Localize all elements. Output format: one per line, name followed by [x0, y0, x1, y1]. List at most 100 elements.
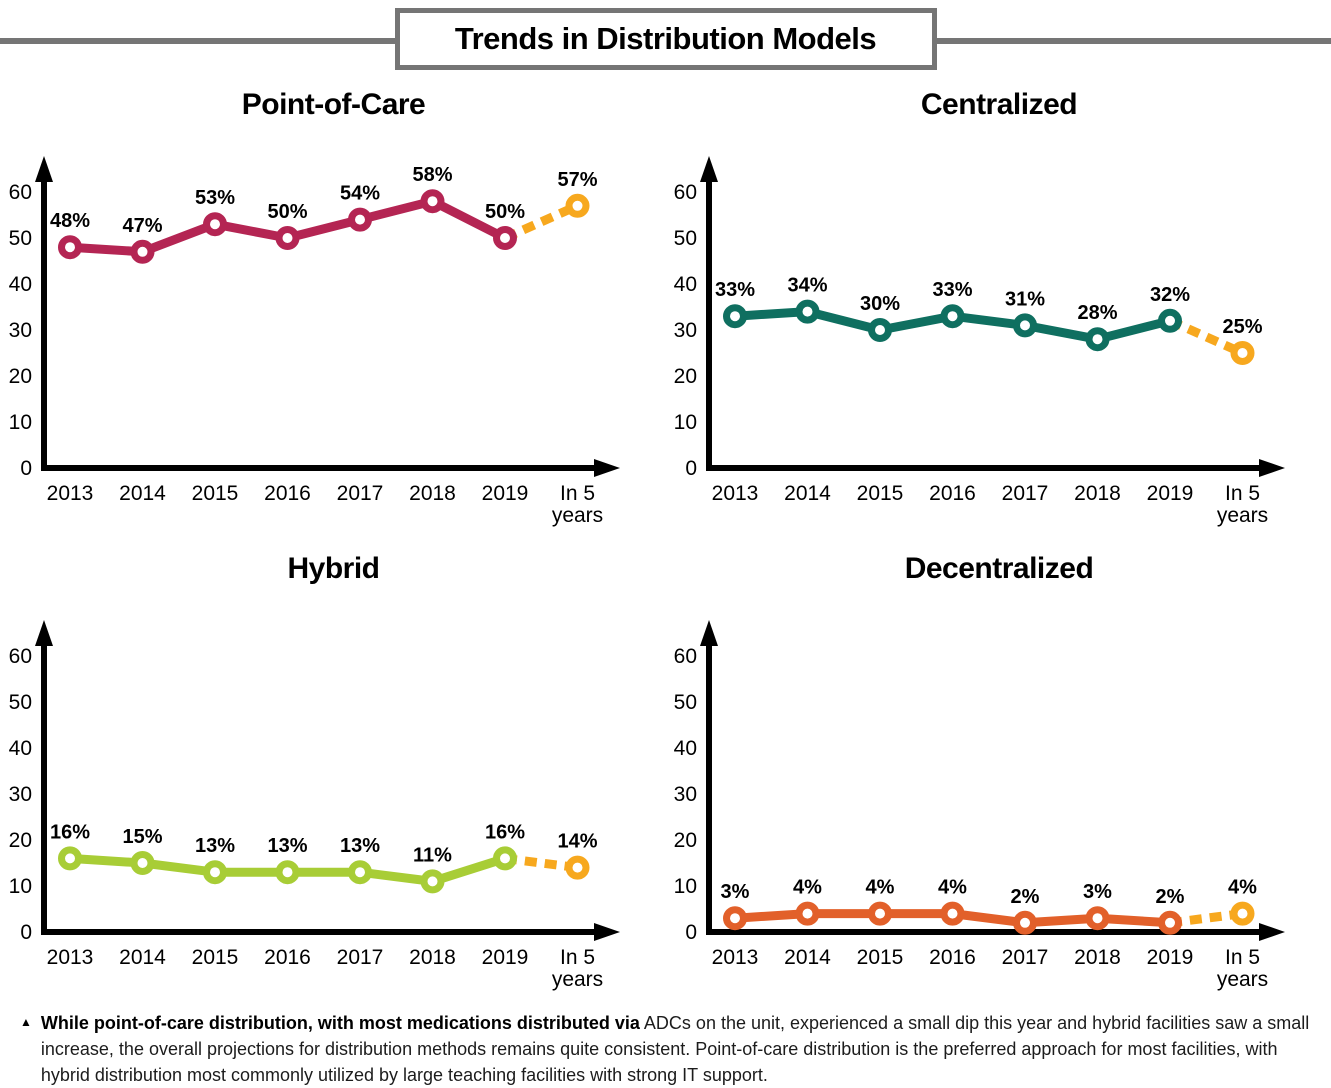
y-tick-label: 30 — [9, 319, 32, 342]
y-tick-label: 50 — [9, 227, 32, 250]
data-point — [203, 212, 227, 237]
x-axis-arrow — [594, 459, 620, 477]
data-point — [940, 304, 965, 329]
y-tick-label: 60 — [674, 645, 697, 668]
data-point — [1158, 308, 1182, 333]
triangle-bullet-icon: ▲ — [20, 1015, 32, 1029]
data-label: 25% — [1222, 316, 1262, 338]
data-point — [868, 318, 892, 342]
page-title: Trends in Distribution Models — [454, 21, 877, 56]
chart-panel-centralized: Centralized 0 10 20 30 40 50 60 2013 2014 2015 201… — [665, 76, 1331, 540]
data-point — [275, 860, 300, 885]
data-label: 3% — [721, 881, 750, 903]
data-label: 11% — [413, 844, 452, 866]
y-axis-arrow — [700, 156, 718, 182]
x-axis-label: 2018 — [1074, 482, 1121, 505]
y-tick-label: 10 — [9, 411, 32, 434]
chart-panel-point-of-care: Point-of-Care 0 10 20 30 40 50 60 2013 2014 2015 2… — [0, 76, 665, 540]
data-point — [723, 906, 747, 931]
data-point — [203, 860, 227, 885]
y-tick-label: 20 — [9, 365, 32, 388]
data-label: 4% — [938, 877, 967, 899]
line-chart-centralized: 0 10 20 30 40 50 60 2013 2014 2015 2016 2017 2018 201… — [674, 156, 1285, 527]
data-label: 50% — [267, 201, 307, 223]
data-point — [420, 189, 445, 214]
x-axis-label: 2016 — [264, 946, 311, 969]
x-axis-label: 2014 — [119, 482, 166, 505]
data-point — [58, 846, 82, 871]
data-point — [1085, 906, 1110, 931]
data-point — [348, 207, 372, 232]
footnote-bold-text: While point-of-care distribution, with m… — [40, 1013, 640, 1033]
data-label: 4% — [793, 877, 822, 899]
x-axis-label: 2015 — [857, 946, 904, 969]
chart-title-centralized: Centralized — [920, 88, 1078, 121]
y-tick-label: 20 — [9, 829, 32, 852]
x-axis-label: 2019 — [482, 482, 529, 505]
y-tick-label: 60 — [674, 181, 697, 204]
data-label: 15% — [122, 826, 162, 848]
data-point — [795, 901, 820, 926]
line-chart-point-of-care: 0 10 20 30 40 50 60 2013 2014 2015 2016 2017 2018 201… — [9, 156, 620, 527]
data-label: 16% — [485, 821, 525, 843]
data-label: 14% — [557, 831, 597, 853]
projection-point — [565, 855, 590, 880]
data-label: 30% — [860, 293, 900, 315]
data-label: 2% — [1156, 886, 1185, 908]
y-tick-label: 60 — [9, 645, 32, 668]
x-axis-label: 2014 — [119, 946, 166, 969]
y-tick-label: 50 — [674, 691, 697, 714]
y-axis-arrow — [35, 620, 53, 646]
x-axis-label: 2018 — [1074, 946, 1121, 969]
data-point — [58, 235, 82, 260]
x-axis-label: 2016 — [929, 946, 976, 969]
y-tick-label: 30 — [9, 783, 32, 806]
projection-line — [504, 853, 579, 873]
y-axis-arrow — [35, 156, 53, 182]
projection-line — [1168, 316, 1245, 358]
data-point — [348, 860, 372, 885]
data-label: 54% — [340, 183, 380, 205]
x-axis-label: years — [1217, 968, 1268, 991]
x-axis-label: 2015 — [192, 946, 239, 969]
data-point — [493, 226, 517, 250]
y-tick-label: 20 — [674, 365, 697, 388]
data-label: 13% — [340, 835, 380, 857]
footnote: ▲ While point-of-care distribution, with… — [0, 1004, 1331, 1088]
projection-line — [503, 201, 580, 243]
x-axis-arrow — [1259, 923, 1285, 941]
data-label: 50% — [485, 201, 525, 223]
charts-grid: Point-of-Care 0 10 20 30 40 50 60 2013 2014 2015 2… — [0, 76, 1331, 1004]
x-axis-label: 2019 — [1147, 482, 1194, 505]
header: Trends in Distribution Models — [0, 8, 1331, 74]
line-chart-hybrid: 0 10 20 30 40 50 60 2013 2014 2015 2016 2017 2018 201… — [9, 620, 620, 991]
data-label: 2% — [1011, 886, 1040, 908]
chart-title-point-of-care: Point-of-Care — [241, 88, 426, 121]
y-tick-label: 50 — [9, 691, 32, 714]
x-axis-label: 2016 — [264, 482, 311, 505]
x-axis-label: 2013 — [47, 482, 94, 505]
y-tick-label: 0 — [685, 921, 697, 944]
x-axis-label: 2014 — [784, 482, 831, 505]
x-axis-arrow — [1259, 459, 1285, 477]
x-axis-label: In 5 — [1225, 946, 1260, 969]
chart-panel-hybrid: Hybrid 0 10 20 30 40 50 60 2013 2014 2015 2016 2017… — [0, 540, 665, 1004]
projection-point — [1230, 901, 1255, 926]
projection-line — [1169, 909, 1244, 928]
y-tick-label: 50 — [674, 227, 697, 250]
data-label: 53% — [195, 187, 235, 209]
data-label: 3% — [1083, 881, 1112, 903]
x-axis-label: 2018 — [409, 946, 456, 969]
title-box: Trends in Distribution Models — [394, 8, 937, 70]
x-axis-label: 2015 — [857, 482, 904, 505]
y-tick-label: 0 — [685, 457, 697, 480]
chart-title-decentralized: Decentralized — [904, 552, 1094, 585]
data-label: 58% — [412, 164, 452, 186]
y-tick-label: 60 — [9, 181, 32, 204]
y-tick-label: 40 — [9, 273, 32, 296]
x-axis-label: 2013 — [712, 946, 759, 969]
y-tick-label: 40 — [674, 273, 697, 296]
data-label: 13% — [195, 835, 235, 857]
data-label: 4% — [1228, 877, 1257, 899]
x-axis-label: 2017 — [337, 482, 384, 505]
